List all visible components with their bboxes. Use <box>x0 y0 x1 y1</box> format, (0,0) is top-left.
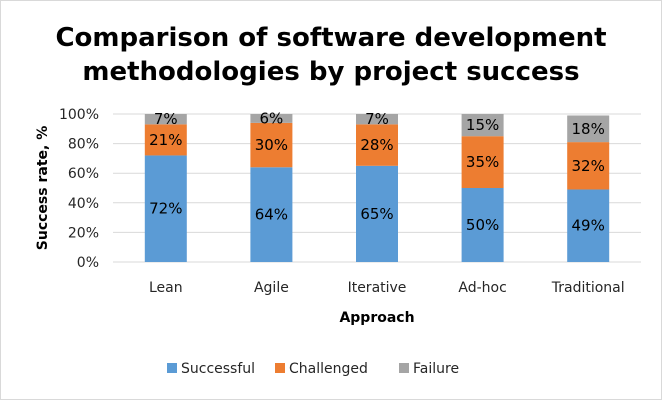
data-label: 15% <box>466 116 499 134</box>
bar-failure <box>461 114 504 137</box>
bar-successful <box>144 155 187 262</box>
legend-label-failure: Failure <box>413 361 459 377</box>
bar-challenged <box>461 136 504 188</box>
data-label: 50% <box>466 216 499 234</box>
x-tick-label: Iterative <box>348 280 407 296</box>
bar-failure <box>356 114 398 125</box>
legend-swatch-failure <box>399 363 409 373</box>
data-label: 32% <box>572 157 605 175</box>
data-label: 21% <box>149 131 182 149</box>
data-label: 7% <box>154 110 178 128</box>
legend-label-successful: Successful <box>181 361 255 377</box>
data-label: 28% <box>360 136 393 154</box>
y-tick-label: 20% <box>68 225 99 241</box>
x-axis-title: Approach <box>339 310 414 326</box>
data-label: 35% <box>466 153 499 171</box>
y-tick-label: 100% <box>59 107 99 123</box>
chart-title-line-1: Comparison of software development <box>55 23 607 53</box>
x-tick-label: Traditional <box>551 280 625 296</box>
chart-title: Comparison of software development metho… <box>1 21 661 89</box>
bar-successful <box>567 189 610 262</box>
bar-failure <box>567 115 610 143</box>
bar-challenged <box>144 124 187 156</box>
data-label: 65% <box>360 205 393 223</box>
y-tick-label: 60% <box>68 166 99 182</box>
data-label: 64% <box>255 206 288 224</box>
bar-challenged <box>356 124 398 166</box>
x-tick-label: Lean <box>149 280 183 296</box>
bar-successful <box>461 188 504 262</box>
chart-title-line-2: methodologies by project success <box>82 57 580 87</box>
y-tick-label: 0% <box>77 255 99 271</box>
data-label: 30% <box>255 136 288 154</box>
x-tick-label: Ad-hoc <box>458 280 506 296</box>
bar-failure <box>250 114 293 123</box>
bar-failure <box>144 114 187 125</box>
bar-successful <box>356 165 398 262</box>
data-label: 18% <box>572 120 605 138</box>
bar-successful <box>250 167 293 262</box>
y-tick-label: 80% <box>68 137 99 153</box>
data-label: 7% <box>365 110 389 128</box>
data-label: 6% <box>260 109 284 127</box>
bar-challenged <box>250 122 293 168</box>
bar-challenged <box>567 142 610 190</box>
y-tick-label: 40% <box>68 196 99 212</box>
legend-swatch-challenged <box>275 363 285 373</box>
data-label: 49% <box>572 217 605 235</box>
y-axis-title: Success rate, % <box>35 126 51 250</box>
data-label: 72% <box>149 200 182 218</box>
legend-label-challenged: Challenged <box>289 361 368 377</box>
x-tick-label: Agile <box>254 280 289 296</box>
legend-swatch-successful <box>167 363 177 373</box>
